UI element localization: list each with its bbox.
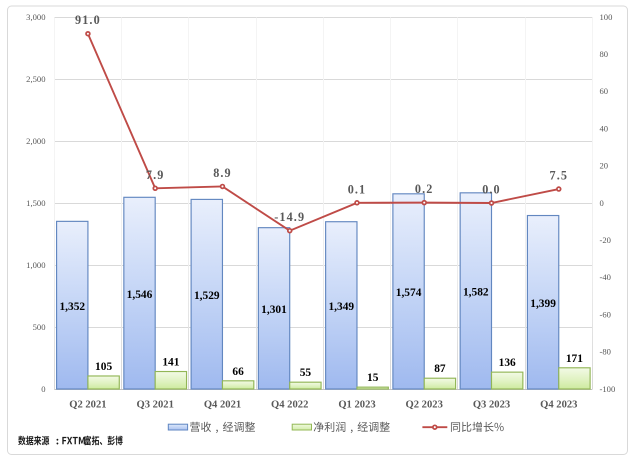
svg-text:2,000: 2,000 <box>26 136 45 146</box>
svg-text:Q3 2021: Q3 2021 <box>137 399 174 410</box>
svg-text:1,352: 1,352 <box>59 301 85 313</box>
svg-text:3,000: 3,000 <box>26 12 45 22</box>
svg-text:91.0: 91.0 <box>75 13 101 27</box>
svg-text:2,500: 2,500 <box>26 74 45 84</box>
svg-text:1,529: 1,529 <box>194 290 220 302</box>
svg-text:100: 100 <box>600 12 613 22</box>
svg-text:1,349: 1,349 <box>328 301 354 313</box>
svg-text:500: 500 <box>33 322 46 332</box>
svg-text:-40: -40 <box>600 272 611 282</box>
svg-text:40: 40 <box>600 123 609 133</box>
svg-text:60: 60 <box>600 86 609 96</box>
svg-text:0.2: 0.2 <box>415 182 434 196</box>
svg-text:171: 171 <box>566 353 583 365</box>
svg-text:0: 0 <box>600 198 604 208</box>
svg-text:-80: -80 <box>600 347 611 357</box>
svg-text:80: 80 <box>600 49 609 59</box>
svg-text:1,582: 1,582 <box>463 287 489 299</box>
svg-text:0.1: 0.1 <box>348 182 367 196</box>
svg-text:Q4 2022: Q4 2022 <box>271 399 308 410</box>
svg-text:Q2 2023: Q2 2023 <box>406 399 443 410</box>
svg-text:0: 0 <box>41 384 45 394</box>
svg-text:1,500: 1,500 <box>26 198 45 208</box>
svg-text:-60: -60 <box>600 309 611 319</box>
svg-text:Q1 2023: Q1 2023 <box>338 399 375 410</box>
svg-text:Q4 2023: Q4 2023 <box>540 399 577 410</box>
svg-text:-100: -100 <box>600 384 616 394</box>
svg-text:0.0: 0.0 <box>482 183 501 197</box>
svg-text:8.9: 8.9 <box>213 166 232 180</box>
svg-text:Q2 2021: Q2 2021 <box>69 399 106 410</box>
svg-text:105: 105 <box>95 361 112 373</box>
svg-text:20: 20 <box>600 161 609 171</box>
svg-text:1,301: 1,301 <box>261 304 287 316</box>
svg-text:87: 87 <box>434 363 446 375</box>
svg-text:55: 55 <box>300 367 312 379</box>
svg-text:66: 66 <box>232 366 244 378</box>
svg-text:1,546: 1,546 <box>127 289 153 301</box>
svg-text:7.5: 7.5 <box>550 169 569 183</box>
svg-text:7.9: 7.9 <box>146 168 165 182</box>
svg-text:1,399: 1,399 <box>530 298 556 310</box>
svg-text:Q4 2021: Q4 2021 <box>204 399 241 410</box>
svg-text:1,000: 1,000 <box>26 260 45 270</box>
svg-text:15: 15 <box>367 372 379 384</box>
svg-text:136: 136 <box>499 357 516 369</box>
svg-text:Q3 2023: Q3 2023 <box>473 399 510 410</box>
svg-text:-20: -20 <box>600 235 611 245</box>
svg-text:1,574: 1,574 <box>396 287 422 299</box>
svg-text:141: 141 <box>162 357 179 369</box>
svg-text:-14.9: -14.9 <box>274 210 305 224</box>
